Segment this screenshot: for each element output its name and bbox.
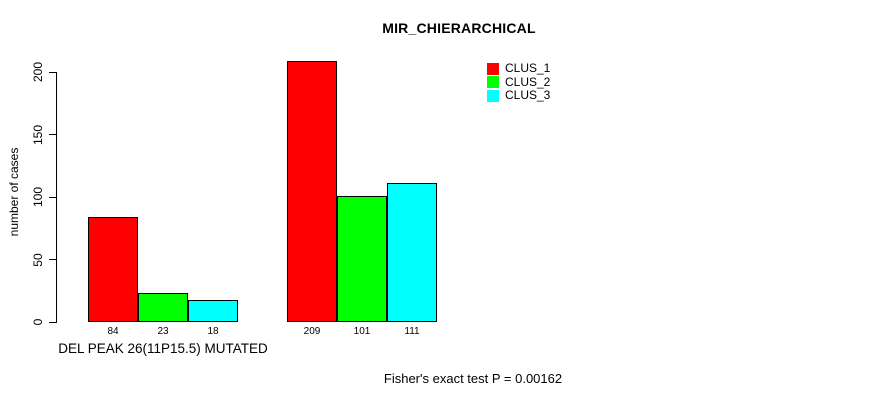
bar-clus_1-group1 xyxy=(88,217,138,322)
bar-clus_2-group2 xyxy=(337,195,387,322)
legend-entry-clus-2: CLUS_2 xyxy=(487,74,551,90)
legend-entry-clus-1: CLUS_1 xyxy=(487,62,550,76)
y-axis-line xyxy=(56,72,57,323)
legend-swatch-clus-1-icon xyxy=(487,62,499,75)
chart-title: MIR_CHIERARCHICAL xyxy=(382,20,536,36)
bar-clus_1-group2 xyxy=(287,60,337,322)
y-tick-label: 100 xyxy=(31,186,45,208)
y-tick-label: 0 xyxy=(31,318,45,326)
bar-value-label: 23 xyxy=(157,326,169,337)
y-tick-mark xyxy=(49,134,56,135)
legend-entry-clus-3: CLUS_3 xyxy=(487,89,550,103)
legend-swatch-clus-3-icon xyxy=(487,89,499,102)
y-tick-mark xyxy=(49,321,56,323)
footer-annotation: Fisher's exact test P = 0.00162 xyxy=(383,371,563,386)
y-tick-mark xyxy=(49,196,56,198)
bar-value-label: 84 xyxy=(107,326,119,337)
y-tick-mark xyxy=(49,71,56,73)
bar-value-label: 101 xyxy=(353,326,371,337)
legend-label-clus-3: CLUS_3 xyxy=(505,88,551,103)
y-tick-label: 50 xyxy=(31,252,45,267)
y-axis-title: number of cases xyxy=(7,147,21,237)
y-tick-mark xyxy=(49,259,56,260)
legend-label-clus-2: CLUS_2 xyxy=(505,74,551,89)
bar-value-label: 111 xyxy=(404,326,420,337)
legend: CLUS_1 CLUS_2 CLUS_3 xyxy=(487,62,550,103)
legend-label-clus-1: CLUS_1 xyxy=(505,61,551,76)
bar-value-label: 209 xyxy=(303,326,321,337)
bar-clus_3-group2 xyxy=(387,183,437,322)
y-tick-label: 150 xyxy=(31,124,45,145)
legend-swatch-clus-2-icon xyxy=(487,76,499,89)
bar-clus_3-group1 xyxy=(188,299,238,322)
bar-clus_2-group1 xyxy=(138,293,188,322)
y-tick-label: 200 xyxy=(31,61,45,83)
x-axis-group-label: DEL PEAK 26(11P15.5) MUTATED xyxy=(58,341,268,356)
bar-value-label: 18 xyxy=(207,326,219,337)
